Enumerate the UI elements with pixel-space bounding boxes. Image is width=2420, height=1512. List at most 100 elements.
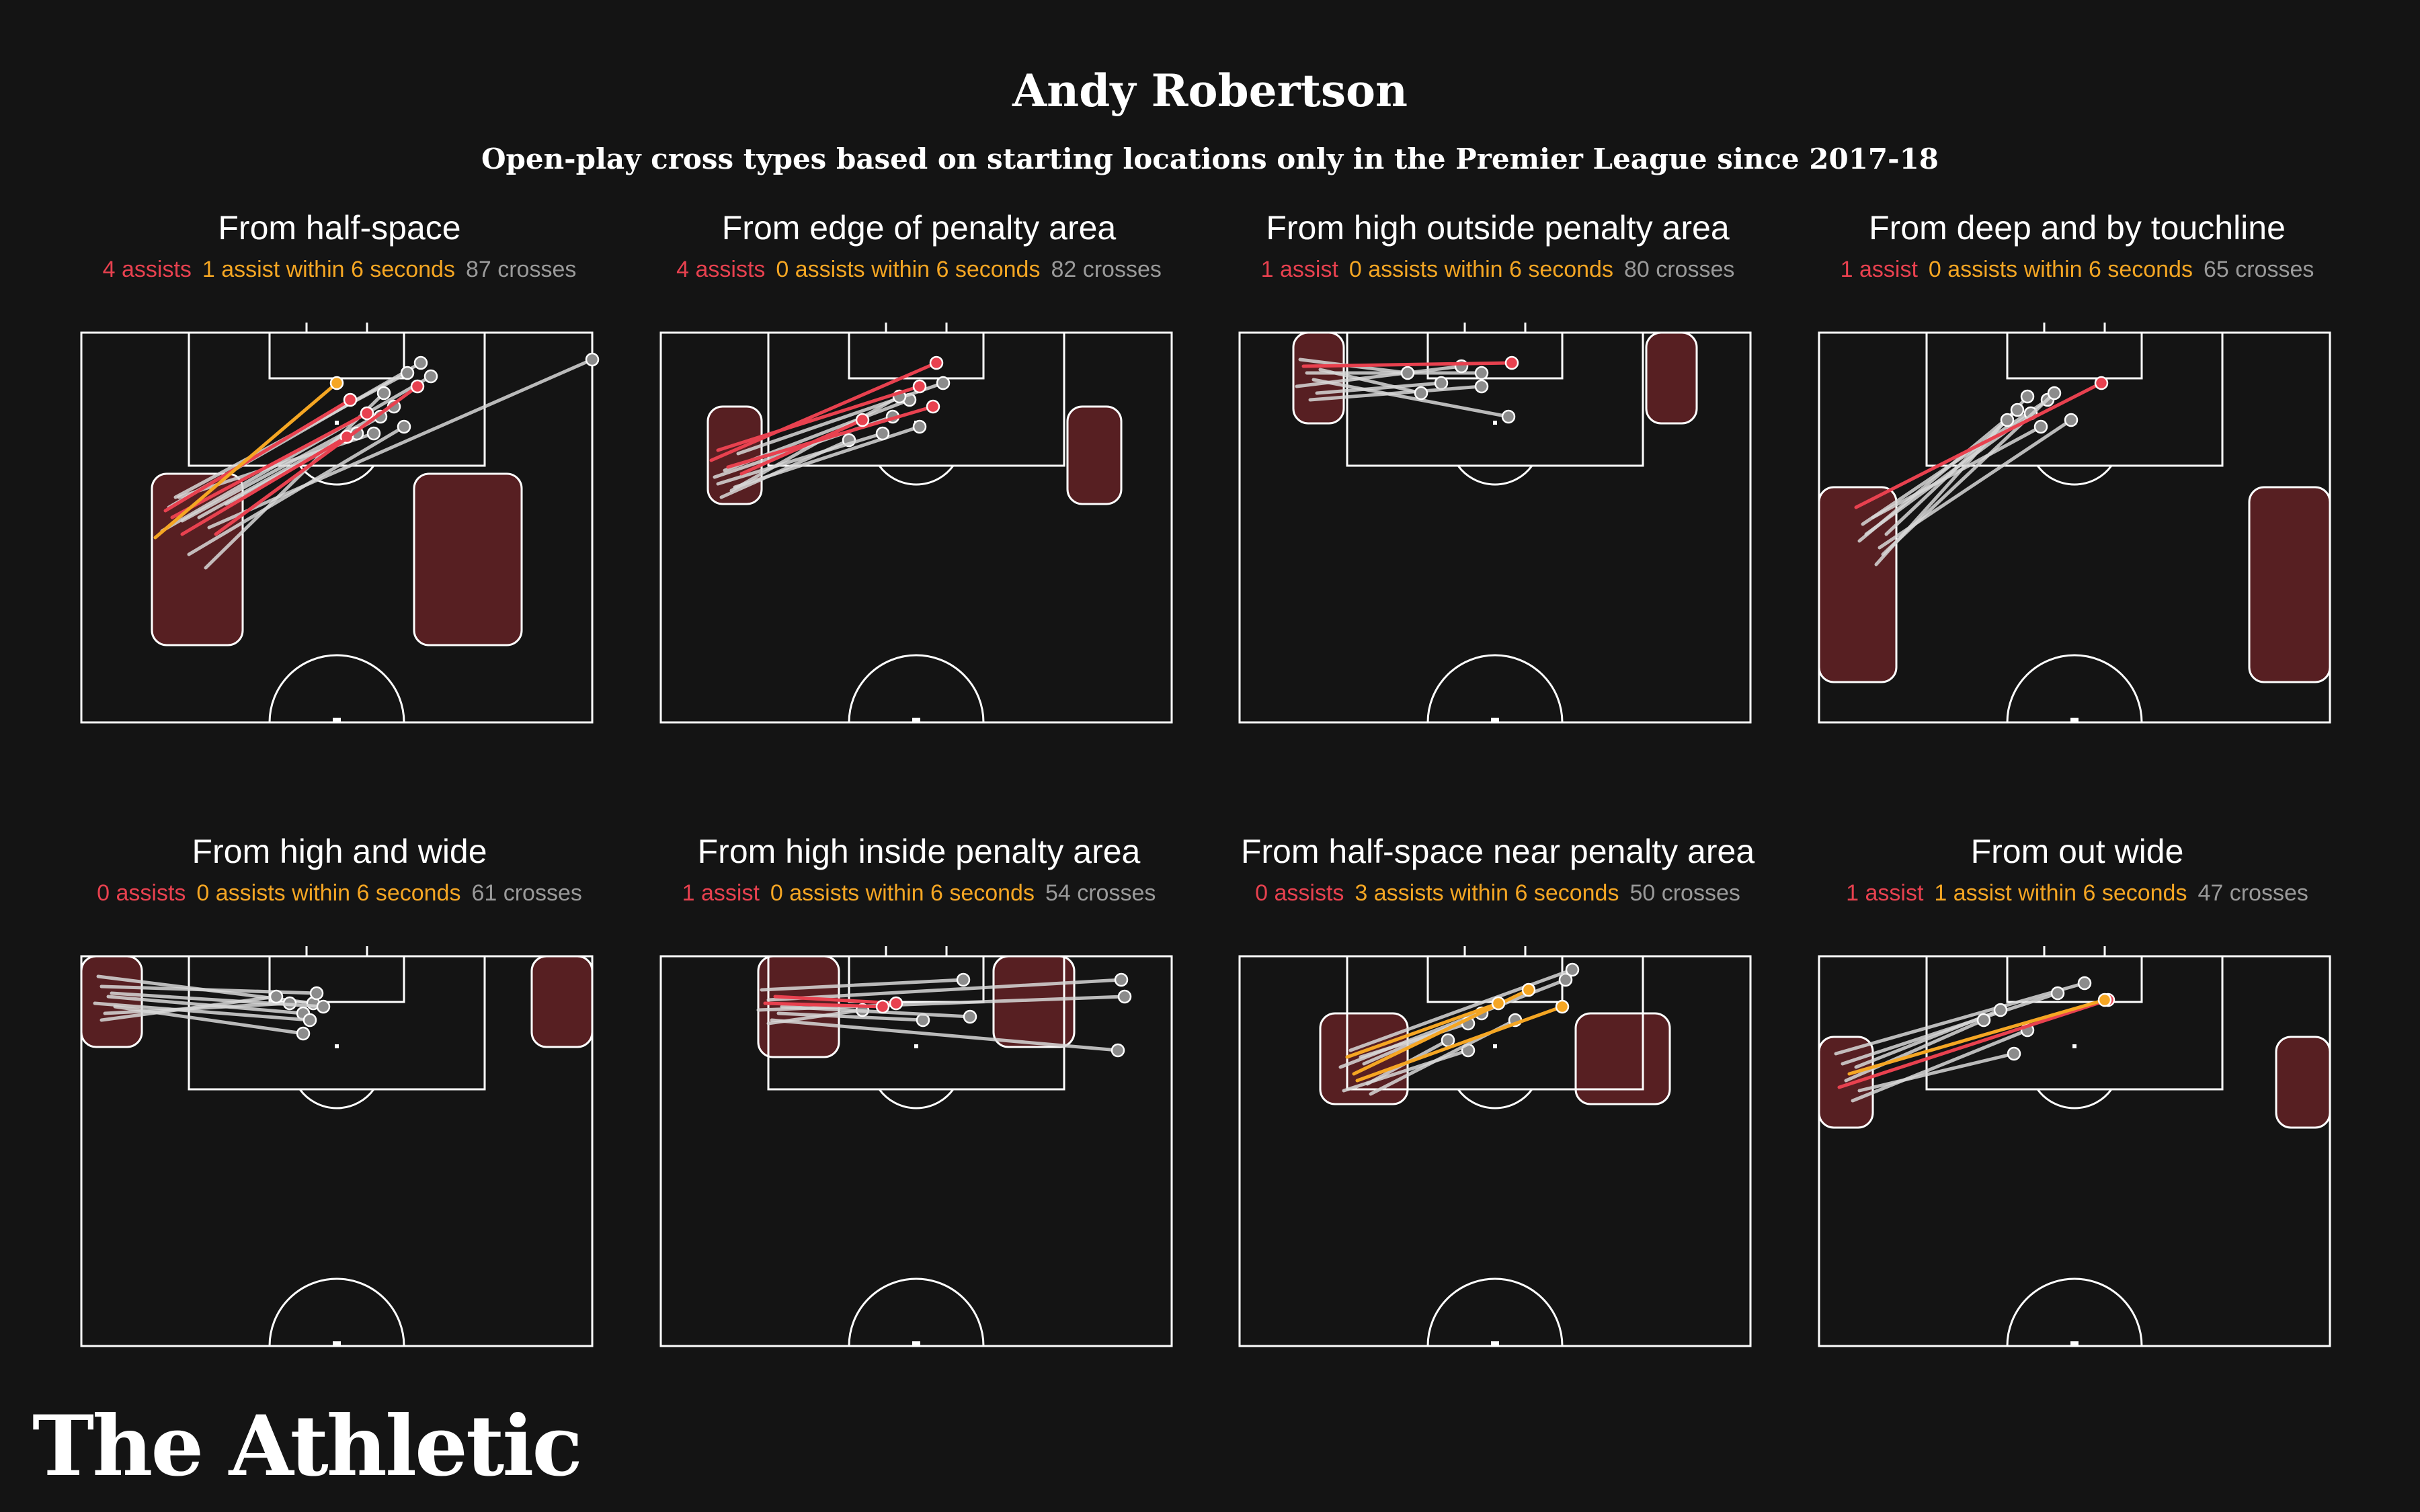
cross-end-point bbox=[1117, 989, 1132, 1004]
cross-line bbox=[1844, 1018, 1986, 1083]
cross-end-point bbox=[1400, 366, 1415, 380]
assist-cross-line bbox=[214, 384, 419, 536]
cross-end-point bbox=[912, 379, 927, 394]
cross-line bbox=[1312, 378, 1510, 419]
cross-end-point bbox=[2007, 1046, 2021, 1061]
page-subtitle: Open-play cross types based on starting … bbox=[481, 142, 1939, 175]
assists-count: 1 assist bbox=[1840, 257, 1918, 282]
panel-title: From edge of penalty area bbox=[721, 209, 1117, 247]
crosses-count: 54 crosses bbox=[1045, 880, 1156, 906]
penalty-arc bbox=[2036, 465, 2113, 486]
panel-stats: 4 assists 0 assists within 6 seconds 82 cr… bbox=[643, 257, 1195, 283]
assists-count: 1 assist bbox=[1260, 257, 1338, 282]
cross-line bbox=[770, 1018, 1120, 1052]
centre-spot bbox=[333, 1341, 341, 1346]
centre-spot bbox=[912, 718, 920, 722]
panel-stats: 0 assists 3 assists within 6 seconds 50 cr… bbox=[1222, 880, 1773, 907]
cross-line bbox=[736, 381, 945, 456]
pitch-diagram bbox=[659, 323, 1173, 724]
cross-end-point bbox=[1565, 962, 1580, 977]
penalty-area bbox=[1346, 331, 1644, 467]
cross-line bbox=[204, 391, 386, 570]
centre-circle bbox=[1426, 654, 1564, 723]
start-zone bbox=[80, 955, 143, 1048]
goal bbox=[2043, 946, 2106, 958]
centre-circle bbox=[268, 654, 405, 723]
cross-line bbox=[1854, 1008, 2003, 1069]
six-second-cross-line bbox=[153, 381, 339, 540]
assist-cross-line bbox=[739, 418, 864, 476]
crosses-count: 82 crosses bbox=[1051, 257, 1162, 282]
cross-line bbox=[766, 978, 1123, 1002]
cross-end-point bbox=[2000, 413, 2015, 427]
cross-end-point bbox=[875, 999, 890, 1014]
start-zone bbox=[2275, 1036, 2331, 1129]
cross-end-point bbox=[1414, 386, 1428, 401]
crosses-count: 47 crosses bbox=[2197, 880, 2308, 906]
penalty-area bbox=[1925, 331, 2224, 467]
six-second-assists: 0 assists within 6 seconds bbox=[196, 880, 461, 906]
centre-circle bbox=[1426, 1277, 1564, 1347]
cross-line bbox=[110, 991, 325, 1009]
assist-cross-line bbox=[773, 995, 898, 1005]
cross-end-point bbox=[1976, 1013, 1991, 1027]
pitch-diagram bbox=[1238, 946, 1752, 1347]
panel-stats: 1 assist 1 assist within 6 seconds 47 cros… bbox=[1802, 880, 2353, 907]
panel-title: From high inside penalty area bbox=[697, 833, 1141, 870]
centre-spot bbox=[2070, 1341, 2079, 1346]
assist-cross-line bbox=[1837, 998, 2110, 1089]
goal bbox=[1463, 946, 1527, 958]
cross-end-point bbox=[912, 419, 927, 434]
cross-line bbox=[776, 1011, 925, 1022]
pitch-outline bbox=[1238, 955, 1752, 1347]
cross-end-point bbox=[963, 1009, 977, 1024]
assists-count: 0 assists bbox=[97, 880, 186, 906]
centre-circle bbox=[268, 1277, 405, 1347]
assist-cross-line bbox=[170, 411, 369, 519]
six-second-assists: 0 assists within 6 seconds bbox=[1348, 257, 1613, 282]
goal bbox=[305, 323, 368, 334]
cross-end-point bbox=[329, 376, 344, 390]
cross-end-point bbox=[1993, 1003, 2008, 1017]
cross-end-point bbox=[1501, 409, 1516, 424]
cross-end-point bbox=[2010, 403, 2025, 417]
cross-line bbox=[729, 394, 901, 493]
cross-line bbox=[1857, 408, 2019, 543]
the-athletic-logo: The Athletic bbox=[32, 1398, 583, 1495]
cross-end-point bbox=[302, 1013, 317, 1027]
assist-cross-line bbox=[1854, 381, 2103, 509]
start-zone bbox=[1066, 405, 1123, 505]
start-zone bbox=[530, 955, 594, 1048]
cross-line bbox=[1318, 368, 1423, 395]
pitch-diagram bbox=[80, 946, 594, 1347]
cross-end-point bbox=[2094, 376, 2109, 390]
cross-end-point bbox=[889, 996, 903, 1011]
penalty-spot bbox=[335, 1044, 339, 1048]
cross-end-point bbox=[2047, 386, 2062, 401]
cross-end-point bbox=[397, 419, 411, 434]
cross-line bbox=[180, 405, 396, 523]
six-second-cross-line bbox=[1355, 1005, 1564, 1083]
cross-end-point bbox=[316, 999, 331, 1014]
panel-stats: 1 assist 0 assists within 6 seconds 65 cro… bbox=[1802, 257, 2353, 283]
six-yard-box bbox=[268, 331, 405, 380]
cross-end-point bbox=[424, 369, 438, 384]
panel-high-outside-penalty-area: From high outside penalty area 1 assist 0… bbox=[1222, 208, 1773, 746]
six-yard-box bbox=[2006, 331, 2143, 380]
panel-half-space-near-penalty-area: From half-space near penalty area 0 assi… bbox=[1222, 832, 1773, 1370]
start-zone bbox=[1645, 331, 1698, 425]
cross-end-point bbox=[1555, 999, 1570, 1014]
centre-spot bbox=[2070, 718, 2079, 722]
cross-line bbox=[1348, 968, 1574, 1052]
panel-stats: 4 assists 1 assist within 6 seconds 87 cro… bbox=[64, 257, 615, 283]
panel-deep-and-by-touchline: From deep and by touchline 1 assist 0 ass… bbox=[1802, 208, 2353, 746]
cross-line bbox=[780, 1005, 972, 1019]
pitch-outline bbox=[80, 955, 594, 1347]
centre-spot bbox=[333, 718, 341, 722]
cross-end-point bbox=[376, 386, 391, 401]
penalty-spot bbox=[914, 1044, 918, 1048]
assist-cross-line bbox=[180, 435, 349, 536]
cross-line bbox=[1884, 418, 2009, 536]
cross-end-point bbox=[875, 426, 890, 441]
penalty-arc bbox=[1457, 465, 1533, 486]
